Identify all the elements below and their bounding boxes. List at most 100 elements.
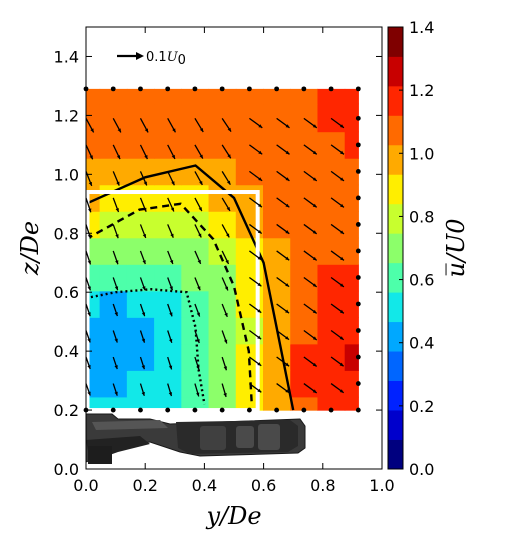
measurement-point xyxy=(301,407,307,413)
velocity-arrow xyxy=(276,197,290,208)
measurement-point xyxy=(355,168,361,174)
velocity-arrow xyxy=(221,383,227,398)
velocity-arrow xyxy=(303,144,318,155)
contour-cell xyxy=(86,103,101,133)
velocity-arrow xyxy=(303,383,318,394)
measurement-point xyxy=(165,407,171,413)
contour-cell xyxy=(181,396,210,411)
contour-cell xyxy=(86,317,101,345)
measurement-point xyxy=(110,407,116,413)
colorbar-segment xyxy=(388,439,403,470)
velocity-arrow xyxy=(167,118,177,133)
contour-cell xyxy=(99,103,128,133)
axes: 0.0 0.2 0.4 0.6 0.8 1.0 1.2 1.4 0.0 0.2 0.4 0.6 0.8 1… xyxy=(54,27,395,495)
velocity-arrow xyxy=(330,197,345,208)
velocity-arrow xyxy=(303,276,318,288)
velocity-arrow xyxy=(221,250,230,265)
contour-cell xyxy=(290,88,319,105)
measurement-point xyxy=(219,407,225,413)
velocity-arrow xyxy=(249,144,263,155)
velocity-arrow xyxy=(194,224,202,238)
velocity-arrow xyxy=(276,276,290,288)
velocity-arrow xyxy=(194,356,200,370)
velocity-arrow xyxy=(276,356,290,367)
y-tick-label: 0.8 xyxy=(54,224,79,243)
velocity-arrow xyxy=(249,223,263,234)
velocity-arrow xyxy=(167,356,173,370)
measurement-point xyxy=(355,195,361,201)
colorbar-tick-label: 1.2 xyxy=(409,81,434,100)
contour-cell xyxy=(208,88,237,105)
y-tick-label: 1.2 xyxy=(54,106,79,125)
velocity-arrow xyxy=(85,224,92,239)
velocity-arrow xyxy=(221,171,231,186)
y-tick-label: 0.4 xyxy=(54,342,79,361)
colorbar-segment xyxy=(388,321,403,352)
colorbar-tick-label: 1.0 xyxy=(409,144,434,163)
reference-vector: 0.1U0 xyxy=(117,50,186,68)
colorbar-segment xyxy=(388,56,403,87)
y-axis-label: z/De xyxy=(16,221,44,276)
contour-cell xyxy=(181,88,210,105)
velocity-arrow xyxy=(167,303,173,317)
velocity-arrow xyxy=(167,144,176,160)
velocity-arrow xyxy=(194,250,202,265)
velocity-arrow xyxy=(221,330,228,344)
contour-cell xyxy=(86,88,101,105)
reference-vector-value: 0.1 xyxy=(146,50,167,65)
white-box xyxy=(85,190,260,413)
velocity-arrow xyxy=(221,303,228,318)
velocity-arrow xyxy=(330,303,345,314)
contour-cell xyxy=(290,103,319,133)
velocity-vectors xyxy=(83,86,361,413)
contour-cell xyxy=(86,264,101,292)
measurement-point xyxy=(192,86,198,92)
contour-cell xyxy=(317,88,346,105)
colorbar-segment xyxy=(388,233,403,264)
colorbar-segment xyxy=(388,115,403,146)
measurement-point xyxy=(110,86,116,92)
velocity-arrow xyxy=(85,197,92,213)
colorbar: 0.0 0.2 0.4 0.6 0.8 1.0 1.2 1.4 xyxy=(387,18,434,479)
velocity-arrow xyxy=(276,303,290,314)
x-tick-label: 1.0 xyxy=(369,476,394,495)
svg-text:0.1U0: 0.1U0 xyxy=(146,50,186,68)
velocity-arrow xyxy=(112,356,118,370)
colorbar-frame xyxy=(387,26,404,470)
measurement-point xyxy=(355,407,361,413)
velocity-arrow xyxy=(276,117,290,129)
velocity-arrow xyxy=(221,144,232,159)
velocity-arrow xyxy=(194,383,200,397)
velocity-arrow xyxy=(139,171,148,186)
velocity-arrow xyxy=(221,197,231,212)
colorbar-segment xyxy=(388,410,403,440)
velocity-arrow xyxy=(112,171,120,186)
contour-cell xyxy=(86,343,101,371)
measurement-point xyxy=(355,301,361,307)
velocity-arrow xyxy=(276,144,290,155)
velocity-arrow xyxy=(276,250,290,261)
contour-cell xyxy=(317,103,346,133)
measurement-point xyxy=(165,86,171,92)
velocity-arrow xyxy=(249,329,262,340)
velocity-arrow xyxy=(221,277,229,291)
velocity-arrow xyxy=(249,356,262,367)
velocity-arrow xyxy=(330,223,345,235)
velocity-arrow xyxy=(167,330,173,344)
velocity-arrow xyxy=(167,277,174,291)
velocity-arrow xyxy=(139,356,146,370)
contour-cell xyxy=(86,396,101,411)
contour-dashed xyxy=(85,202,253,405)
velocity-arrow xyxy=(139,224,147,239)
contour-cell xyxy=(126,88,155,105)
measurement-point xyxy=(355,381,361,386)
contour-cell xyxy=(344,290,359,318)
colorbar-tick-label: 1.4 xyxy=(409,18,434,37)
velocity-arrow xyxy=(167,224,174,238)
measurement-point xyxy=(355,115,361,121)
velocity-arrow xyxy=(194,144,204,159)
measurement-point xyxy=(355,142,361,148)
velocity-arrow xyxy=(139,144,149,160)
velocity-arrow xyxy=(276,223,290,235)
velocity-arrow xyxy=(276,170,290,182)
